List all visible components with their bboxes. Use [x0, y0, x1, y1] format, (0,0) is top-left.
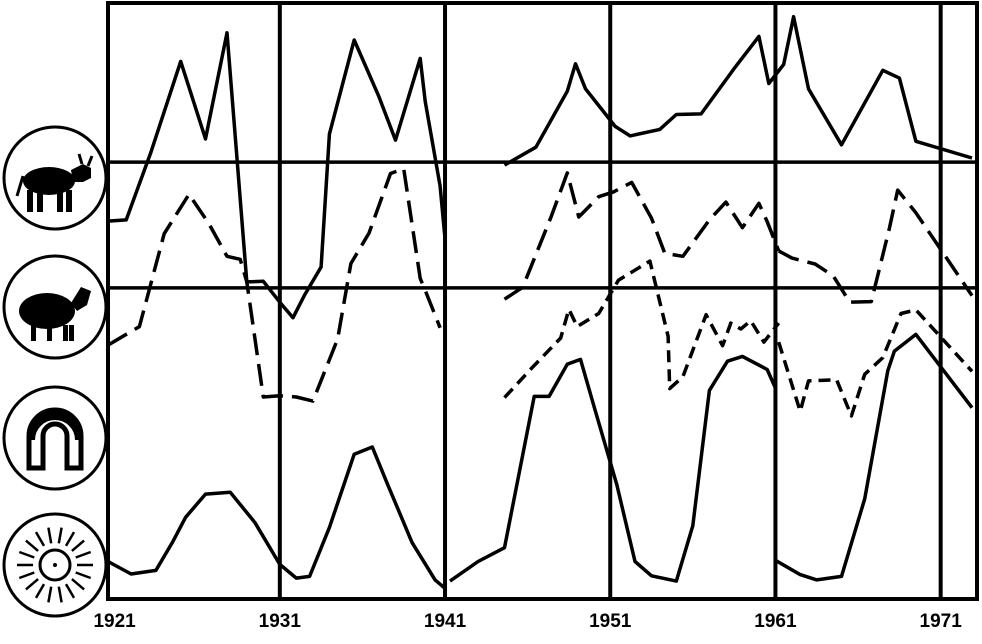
sun-ray: [25, 578, 39, 591]
series-layer: [107, 14, 974, 590]
series-line: [107, 445, 447, 590]
sun-ray: [18, 571, 35, 580]
plot-frame: [106, 1, 979, 601]
sun-ray: [64, 583, 76, 599]
grid: [106, 3, 977, 599]
series-magnet: [503, 259, 974, 418]
sun-ray: [25, 539, 39, 552]
sun-ray: [57, 527, 63, 544]
x-tick-label: 1921: [93, 611, 136, 632]
series-line: [107, 31, 447, 320]
sun-ray: [75, 571, 92, 580]
series-line: [503, 171, 781, 301]
series-line: [777, 308, 974, 418]
icon-panel: [2, 125, 108, 618]
sun-ray: [64, 531, 76, 547]
x-tick-label: 1951: [589, 611, 632, 632]
magnet-icon: [2, 385, 108, 491]
sun-ray: [47, 527, 53, 544]
sun-ray: [71, 578, 85, 591]
series-line: [107, 166, 442, 403]
series-line: [774, 332, 974, 582]
x-tick-label: 1961: [754, 611, 797, 632]
series-sun: [107, 332, 974, 590]
cattle-icon: [2, 125, 108, 231]
series-line: [777, 188, 974, 304]
series-cattle: [107, 14, 973, 320]
series-line: [503, 259, 781, 399]
series-line: [503, 14, 973, 167]
sun-ray: [57, 586, 63, 603]
x-tick-label: 1931: [259, 611, 302, 632]
series-sheep: [107, 166, 974, 403]
x-axis-ticks: 1921 1931 1941 1951 1961 1971: [93, 611, 962, 632]
sun-ray: [34, 531, 46, 547]
sun-icon: [2, 512, 108, 618]
sun-ray: [75, 550, 92, 559]
sheep-icon: [2, 254, 108, 360]
series-line: [448, 354, 777, 583]
x-tick-label: 1941: [424, 611, 467, 632]
sun-ray: [34, 583, 46, 599]
sun-ray: [47, 586, 53, 603]
sun-ray: [18, 550, 35, 559]
x-tick-label: 1971: [920, 611, 963, 632]
sun-ray: [71, 539, 85, 552]
